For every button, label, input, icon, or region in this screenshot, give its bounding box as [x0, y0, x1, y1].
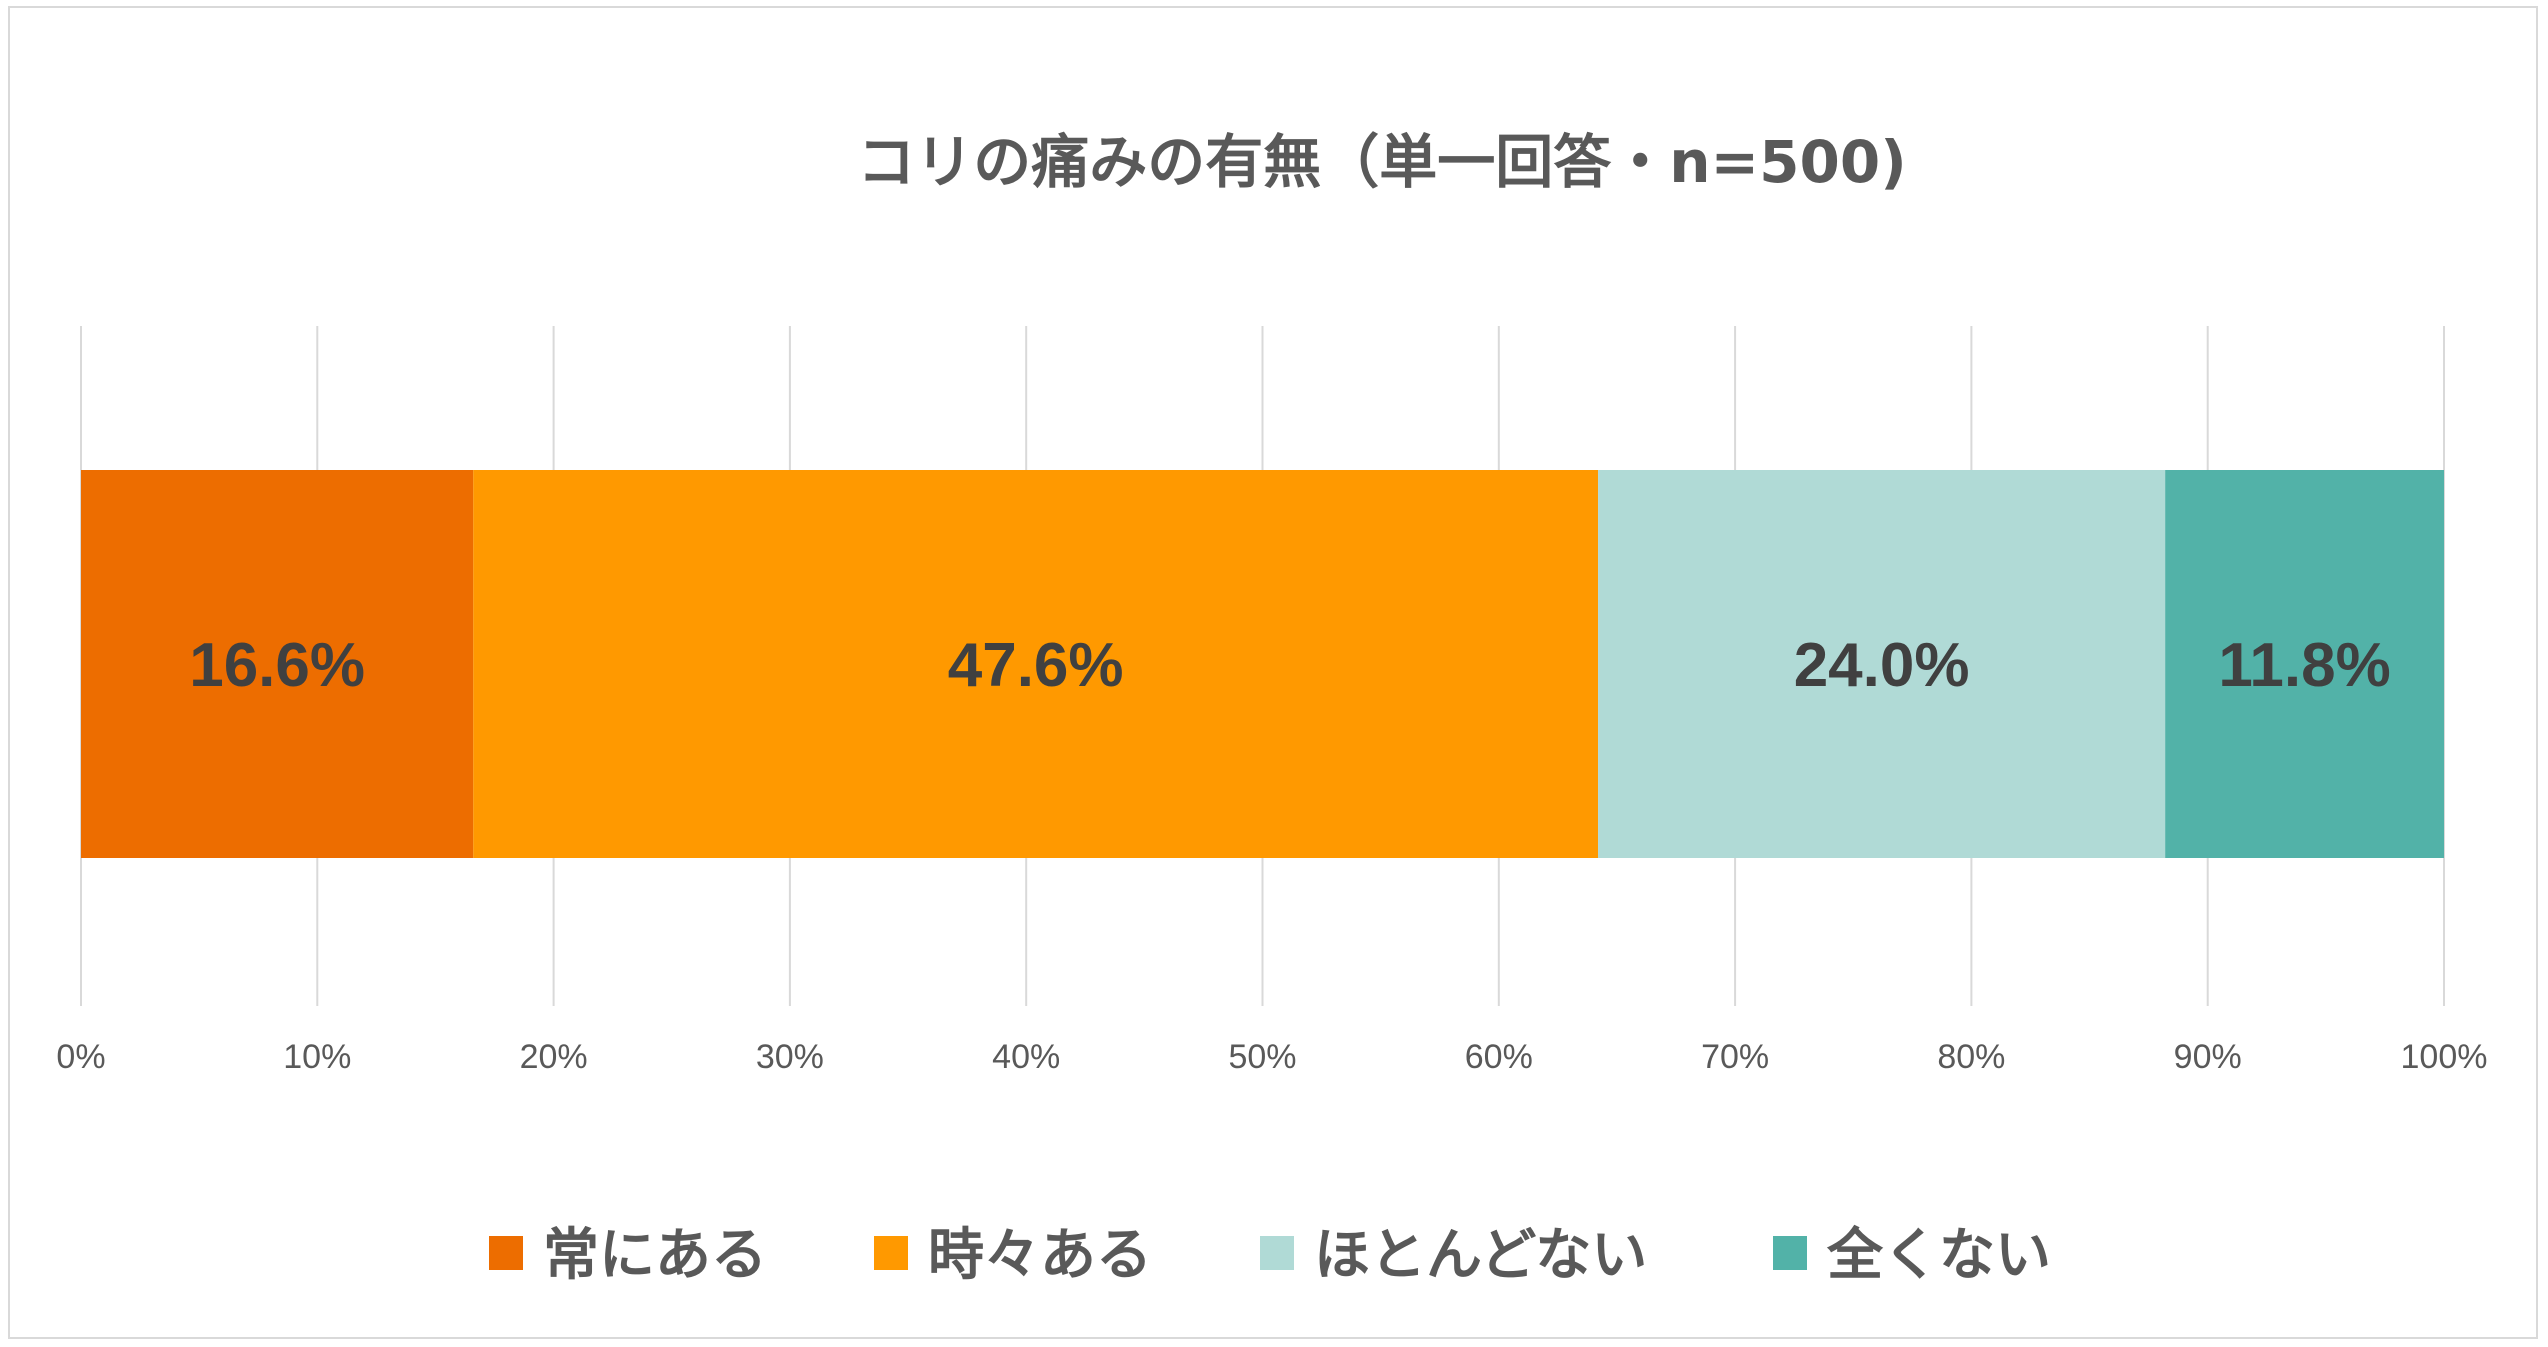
legend-swatch	[874, 1236, 908, 1270]
data-label: 11.8%	[2218, 631, 2390, 700]
x-tick-label: 70%	[1701, 1038, 1769, 1076]
x-tick-label: 30%	[756, 1038, 824, 1076]
x-tick-label: 60%	[1465, 1038, 1533, 1076]
data-label: 16.6%	[189, 631, 365, 700]
legend-item: 常にある	[489, 1223, 767, 1288]
x-tick-label: 0%	[56, 1038, 105, 1076]
x-tick-label: 10%	[283, 1038, 351, 1076]
x-tick-label: 80%	[1937, 1038, 2005, 1076]
bar-segment-1	[81, 470, 474, 858]
legend-item: 時々ある	[874, 1223, 1152, 1288]
chart-title: コリの痛みの有無（単一回答・n=500)	[857, 128, 1906, 196]
x-tick-label: 20%	[520, 1038, 588, 1076]
legend-label: 全くない	[1826, 1223, 2051, 1288]
x-tick-label: 100%	[2401, 1038, 2488, 1076]
data-label: 24.0%	[1794, 631, 1970, 700]
x-axis-ticks: 0% 10% 20% 30% 40% 50% 60% 70% 80% 90% 100%	[56, 1038, 2487, 1076]
x-tick-label: 50%	[1228, 1038, 1296, 1076]
legend-swatch	[1773, 1236, 1807, 1270]
legend-item: ほとんどない	[1260, 1223, 1647, 1288]
x-tick-label: 90%	[2174, 1038, 2242, 1076]
legend-label: 常にある	[543, 1223, 767, 1288]
legend-swatch	[489, 1236, 523, 1270]
legend-item: 全くない	[1773, 1223, 2051, 1288]
bar-segment-4	[2165, 470, 2444, 858]
data-labels: 16.6% 47.6% 24.0% 11.8%	[189, 631, 2391, 700]
data-label: 47.6%	[948, 631, 1124, 700]
bar-segments	[81, 470, 2444, 858]
bar-segment-2	[473, 470, 1599, 858]
legend-label: ほとんどない	[1314, 1223, 1647, 1288]
bar-segment-3	[1598, 470, 2166, 858]
legend-label: 時々ある	[928, 1223, 1152, 1288]
legend-swatch	[1260, 1236, 1294, 1270]
x-tick-label: 40%	[992, 1038, 1060, 1076]
legend: 常にある 時々ある ほとんどない 全くない	[489, 1223, 2051, 1288]
